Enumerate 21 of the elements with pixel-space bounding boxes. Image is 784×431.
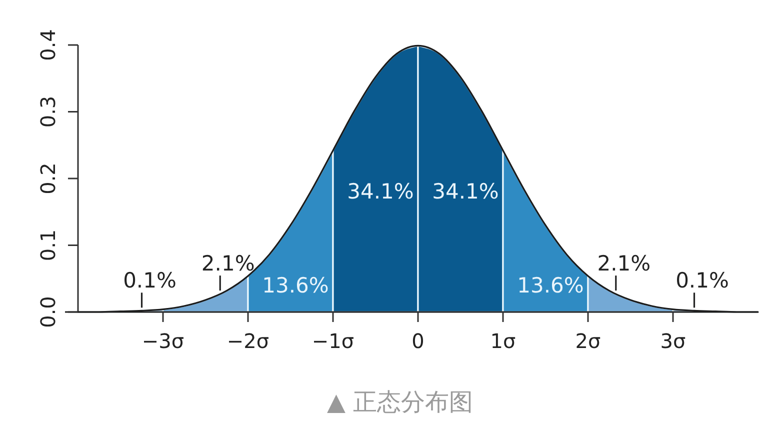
annotation: 0.1% xyxy=(123,268,176,293)
y-tick-label: 0.2 xyxy=(36,162,60,194)
y-tick-label: 0.0 xyxy=(36,296,60,328)
text: ▲ 正态分布图 xyxy=(326,388,474,416)
annotation: 13.6% xyxy=(262,274,329,298)
x-tick-label: 3σ xyxy=(660,329,686,353)
x-tick-label: −2σ xyxy=(226,329,270,353)
annotation: 2.1% xyxy=(597,252,651,276)
annotation: 13.6% xyxy=(517,274,584,298)
x-tick-label: −1σ xyxy=(312,329,354,353)
y-tick-label: 0.4 xyxy=(36,29,60,61)
annotation: 0.1% xyxy=(676,268,729,293)
annotation: 34.1% xyxy=(432,179,499,204)
annotation: 34.1% xyxy=(347,179,414,204)
x-tick-label: 1σ xyxy=(490,329,516,353)
y-tick-label: 0.3 xyxy=(36,96,60,128)
x-tick-label: 0 xyxy=(412,329,424,353)
y-tick-label: 0.1 xyxy=(36,229,60,262)
x-tick-label: −3σ xyxy=(142,329,184,353)
x-tick-label: 2σ xyxy=(575,329,602,353)
annotation: 2.1% xyxy=(201,252,255,276)
